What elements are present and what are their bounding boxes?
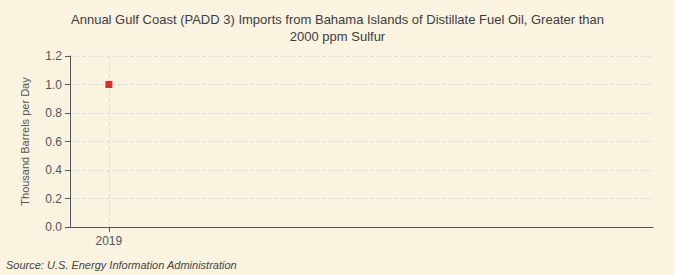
svg-text:0.6: 0.6: [45, 135, 62, 149]
svg-text:1.2: 1.2: [45, 49, 62, 63]
svg-text:0.8: 0.8: [45, 106, 62, 120]
svg-text:1.0: 1.0: [45, 78, 62, 92]
svg-text:0.0: 0.0: [45, 220, 62, 234]
svg-text:Annual Gulf Coast (PADD 3) Imp: Annual Gulf Coast (PADD 3) Imports from …: [71, 12, 604, 27]
svg-text:Thousand Barrels per Day: Thousand Barrels per Day: [19, 77, 31, 206]
svg-text:2000 ppm Sulfur: 2000 ppm Sulfur: [290, 29, 386, 44]
svg-text:0.4: 0.4: [45, 163, 62, 177]
svg-text:2019: 2019: [96, 234, 123, 248]
svg-text:Source: U.S. Energy Informatio: Source: U.S. Energy Information Administ…: [6, 259, 237, 271]
svg-text:0.2: 0.2: [45, 192, 62, 206]
